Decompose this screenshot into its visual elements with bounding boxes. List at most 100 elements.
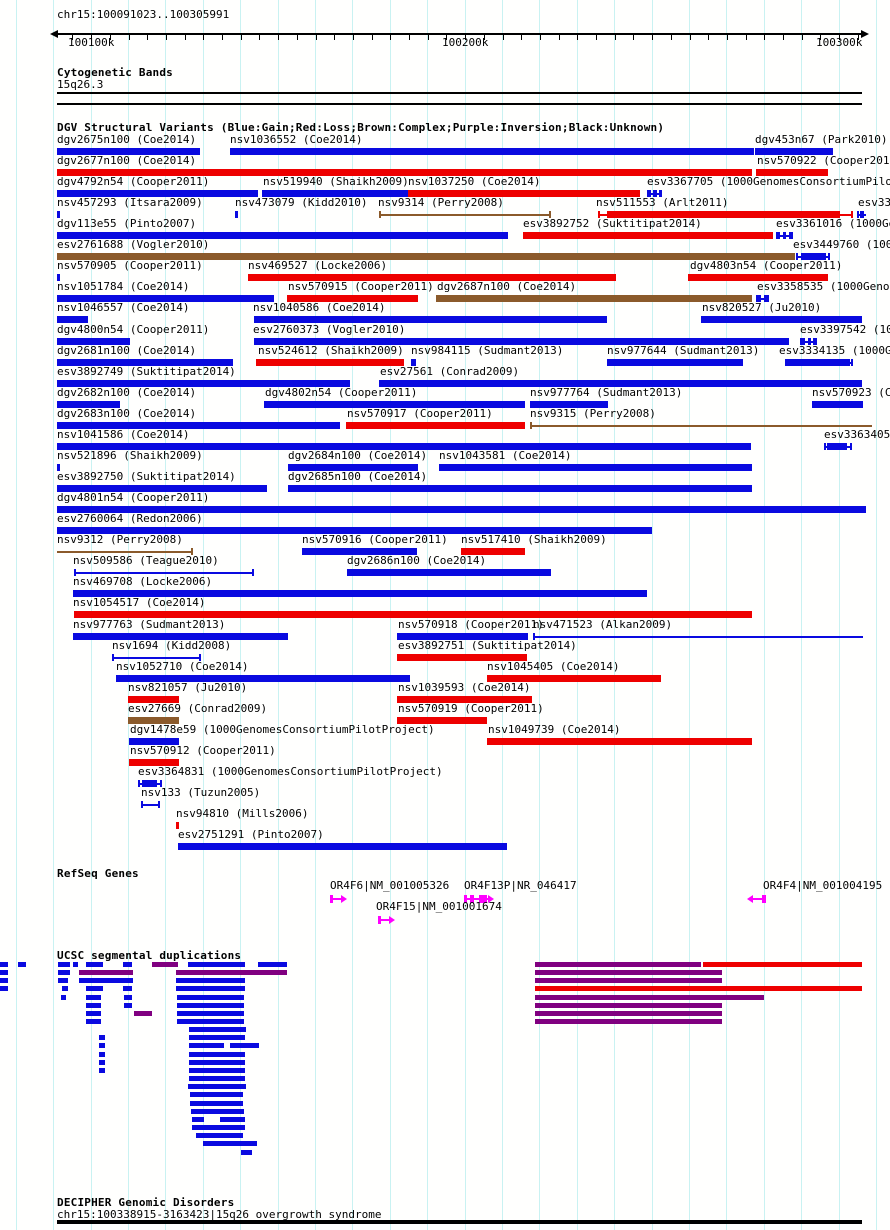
variant-label[interactable]: esv2751291 (Pinto2007) bbox=[178, 828, 324, 841]
variant-range-line[interactable] bbox=[530, 425, 872, 427]
variant-exon[interactable] bbox=[860, 211, 864, 218]
segdup-bar[interactable] bbox=[190, 1101, 243, 1106]
variant-bar[interactable] bbox=[57, 401, 120, 408]
variant-label[interactable]: nsv524612 (Shaikh2009) bbox=[258, 344, 404, 357]
variant-label[interactable]: nsv511553 (Arlt2011) bbox=[596, 196, 729, 209]
segdup-bar[interactable] bbox=[258, 962, 287, 967]
variant-bar[interactable] bbox=[57, 169, 752, 176]
variant-bar[interactable] bbox=[487, 675, 661, 682]
variant-label[interactable]: nsv1036552 (Coe2014) bbox=[230, 133, 363, 146]
variant-label[interactable]: dgv2684n100 (Coe2014) bbox=[288, 449, 428, 462]
gene-line[interactable] bbox=[330, 898, 341, 900]
variant-label[interactable]: esv3358535 (1000Genome bbox=[757, 280, 890, 293]
segdup-bar[interactable] bbox=[0, 978, 8, 983]
variant-exon[interactable] bbox=[783, 232, 786, 239]
variant-bar[interactable] bbox=[397, 696, 532, 703]
variant-bar[interactable] bbox=[129, 759, 179, 766]
variant-bar[interactable] bbox=[57, 380, 350, 387]
variant-bar[interactable] bbox=[57, 443, 751, 450]
segdup-bar[interactable] bbox=[535, 995, 764, 1000]
variant-label[interactable]: nsv570919 (Cooper2011) bbox=[398, 702, 544, 715]
variant-bar[interactable] bbox=[756, 169, 828, 176]
variant-label[interactable]: nsv1043581 (Coe2014) bbox=[439, 449, 572, 462]
variant-label[interactable]: nsv570912 (Cooper2011) bbox=[130, 744, 276, 757]
variant-range-line[interactable] bbox=[57, 551, 193, 553]
segdup-bar[interactable] bbox=[99, 1068, 105, 1073]
segdup-bar[interactable] bbox=[535, 962, 701, 967]
variant-range-line[interactable] bbox=[533, 636, 863, 638]
segdup-bar[interactable] bbox=[152, 962, 178, 967]
segdup-bar[interactable] bbox=[123, 962, 132, 967]
variant-range-line[interactable] bbox=[112, 657, 201, 659]
variant-bar[interactable] bbox=[57, 253, 795, 260]
segdup-bar[interactable] bbox=[86, 986, 103, 991]
variant-exon[interactable] bbox=[142, 780, 157, 787]
segdup-bar[interactable] bbox=[176, 978, 245, 983]
variant-label[interactable]: esv2760373 (Vogler2010) bbox=[253, 323, 406, 336]
gene-label[interactable]: OR4F15|NM_001001674 bbox=[376, 900, 502, 913]
cytoband-bar[interactable] bbox=[57, 92, 862, 105]
variant-range-line[interactable] bbox=[379, 214, 551, 216]
variant-bar[interactable] bbox=[57, 190, 258, 197]
variant-label[interactable]: esv3364831 (1000GenomesConsortiumPilotPr… bbox=[138, 765, 443, 778]
segdup-bar[interactable] bbox=[192, 1125, 245, 1130]
segdup-bar[interactable] bbox=[189, 1052, 245, 1057]
gene-line[interactable] bbox=[753, 898, 766, 900]
gene-exon[interactable] bbox=[470, 895, 474, 903]
variant-exon[interactable] bbox=[776, 232, 780, 239]
variant-exon[interactable] bbox=[808, 338, 811, 345]
segdup-bar[interactable] bbox=[79, 978, 133, 983]
variant-label[interactable]: esv2761688 (Vogler2010) bbox=[57, 238, 210, 251]
variant-label[interactable]: esv3361016 (1000Gene bbox=[776, 217, 890, 230]
segdup-bar[interactable] bbox=[203, 1141, 257, 1146]
variant-bar[interactable] bbox=[57, 338, 130, 345]
variant-bar[interactable] bbox=[57, 464, 60, 471]
gene-label[interactable]: OR4F4|NM_001004195 bbox=[763, 879, 883, 892]
variant-label[interactable]: nsv570922 (Cooper2011) bbox=[757, 154, 890, 167]
variant-exon[interactable] bbox=[653, 190, 657, 197]
gene-line[interactable] bbox=[378, 919, 389, 921]
variant-range-line[interactable] bbox=[74, 572, 254, 574]
variant-bar[interactable] bbox=[302, 548, 417, 555]
segdup-bar[interactable] bbox=[189, 1068, 245, 1073]
segdup-bar[interactable] bbox=[177, 1011, 244, 1016]
variant-label[interactable]: esv2760064 (Redon2006) bbox=[57, 512, 203, 525]
segdup-bar[interactable] bbox=[535, 986, 862, 991]
segdup-bar[interactable] bbox=[535, 1019, 722, 1024]
variant-label[interactable]: esv3363405 bbox=[824, 428, 890, 441]
segdup-bar[interactable] bbox=[124, 1003, 132, 1008]
variant-exon[interactable] bbox=[756, 295, 761, 302]
variant-bar[interactable] bbox=[264, 401, 525, 408]
segdup-bar[interactable] bbox=[62, 986, 68, 991]
variant-label[interactable]: dgv2685n100 (Coe2014) bbox=[288, 470, 428, 483]
segdup-bar[interactable] bbox=[124, 995, 132, 1000]
segdup-bar[interactable] bbox=[176, 986, 245, 991]
variant-label[interactable]: dgv2677n100 (Coe2014) bbox=[57, 154, 197, 167]
variant-label[interactable]: esv27561 (Conrad2009) bbox=[380, 365, 520, 378]
segdup-bar[interactable] bbox=[177, 1019, 244, 1024]
variant-bar[interactable] bbox=[57, 359, 233, 366]
variant-bar[interactable] bbox=[73, 633, 288, 640]
variant-bar[interactable] bbox=[74, 611, 752, 618]
variant-intron-line[interactable] bbox=[756, 298, 769, 300]
variant-label[interactable]: nsv984115 (Sudmant2013) bbox=[411, 344, 564, 357]
variant-bar[interactable] bbox=[235, 211, 238, 218]
variant-label[interactable]: nsv977763 (Sudmant2013) bbox=[73, 618, 226, 631]
variant-bar[interactable] bbox=[288, 464, 418, 471]
segdup-bar[interactable] bbox=[703, 962, 862, 967]
variant-bar[interactable] bbox=[755, 148, 833, 155]
gene-label[interactable]: OR4F6|NM_001005326 bbox=[330, 879, 450, 892]
variant-label[interactable]: esv3334135 (1000Ge bbox=[779, 344, 890, 357]
variant-label[interactable]: dgv2687n100 (Coe2014) bbox=[437, 280, 577, 293]
variant-exon[interactable] bbox=[659, 190, 662, 197]
variant-label[interactable]: dgv113e55 (Pinto2007) bbox=[57, 217, 197, 230]
segdup-bar[interactable] bbox=[0, 970, 8, 975]
variant-bar[interactable] bbox=[487, 738, 752, 745]
variant-bar[interactable] bbox=[408, 190, 640, 197]
variant-label[interactable]: dgv2675n100 (Coe2014) bbox=[57, 133, 197, 146]
variant-label[interactable]: nsv473079 (Kidd2010) bbox=[235, 196, 368, 209]
variant-label[interactable]: nsv821057 (Ju2010) bbox=[128, 681, 248, 694]
segdup-bar[interactable] bbox=[189, 1035, 245, 1040]
variant-exon[interactable] bbox=[789, 232, 793, 239]
gene-exon[interactable] bbox=[762, 895, 766, 903]
